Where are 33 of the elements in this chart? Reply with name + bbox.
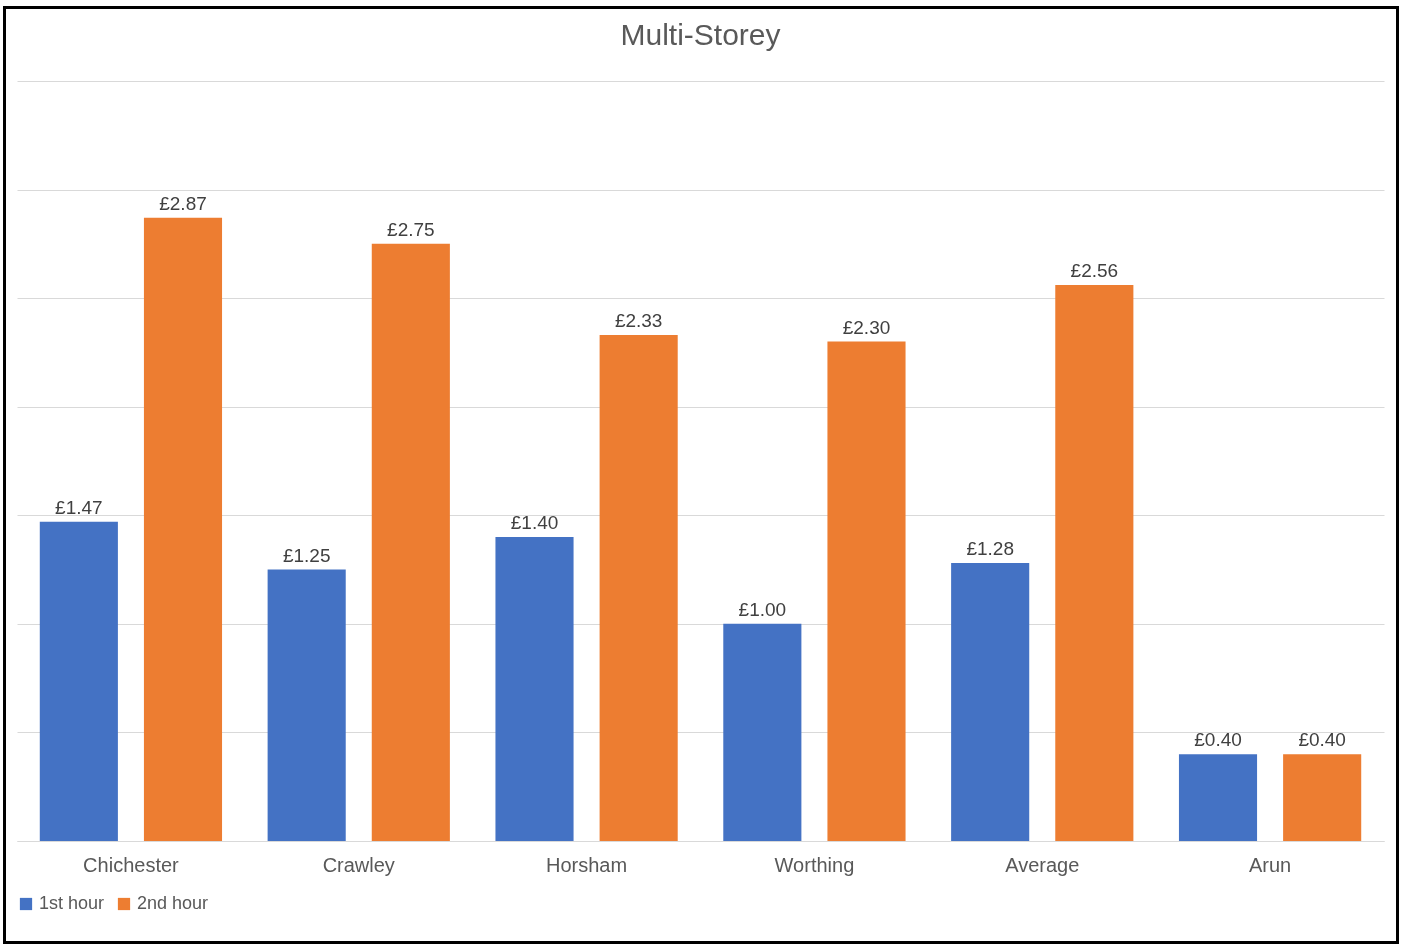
bar bbox=[1055, 285, 1134, 841]
data-label: £1.25 bbox=[282, 544, 331, 566]
data-label: £2.75 bbox=[387, 218, 435, 240]
x-tick-label: Worthing bbox=[774, 853, 855, 876]
bar bbox=[371, 243, 450, 841]
legend-label: 1st hour bbox=[39, 893, 105, 913]
data-label: £1.40 bbox=[510, 512, 559, 533]
data-label: £2.33 bbox=[614, 310, 663, 332]
data-label: £2.87 bbox=[159, 192, 207, 214]
x-tick-label: Arun bbox=[1248, 853, 1292, 876]
bar bbox=[1178, 754, 1258, 841]
bar bbox=[951, 563, 1030, 841]
bar bbox=[143, 217, 223, 841]
data-label: £1.00 bbox=[738, 598, 787, 620]
chart-title: Multi-Storey bbox=[620, 18, 781, 51]
bar bbox=[1283, 754, 1362, 841]
data-label: £0.40 bbox=[1298, 729, 1346, 751]
bar bbox=[267, 569, 346, 841]
bar bbox=[599, 335, 678, 841]
x-tick-label: Crawley bbox=[322, 853, 395, 876]
x-tick-label: Horsham bbox=[546, 853, 628, 876]
data-label: £2.30 bbox=[842, 316, 891, 338]
x-tick-label: Chichester bbox=[83, 853, 180, 876]
bar bbox=[495, 537, 574, 841]
data-label: £1.28 bbox=[966, 538, 1014, 560]
legend-label: 2nd hour bbox=[137, 893, 209, 913]
data-label: £1.47 bbox=[55, 496, 103, 518]
bar bbox=[39, 521, 118, 841]
data-label: £2.56 bbox=[1070, 260, 1119, 282]
data-label: £0.40 bbox=[1194, 729, 1242, 751]
bar bbox=[827, 341, 906, 841]
bar bbox=[723, 623, 802, 841]
x-tick-label: Average bbox=[1005, 853, 1080, 876]
